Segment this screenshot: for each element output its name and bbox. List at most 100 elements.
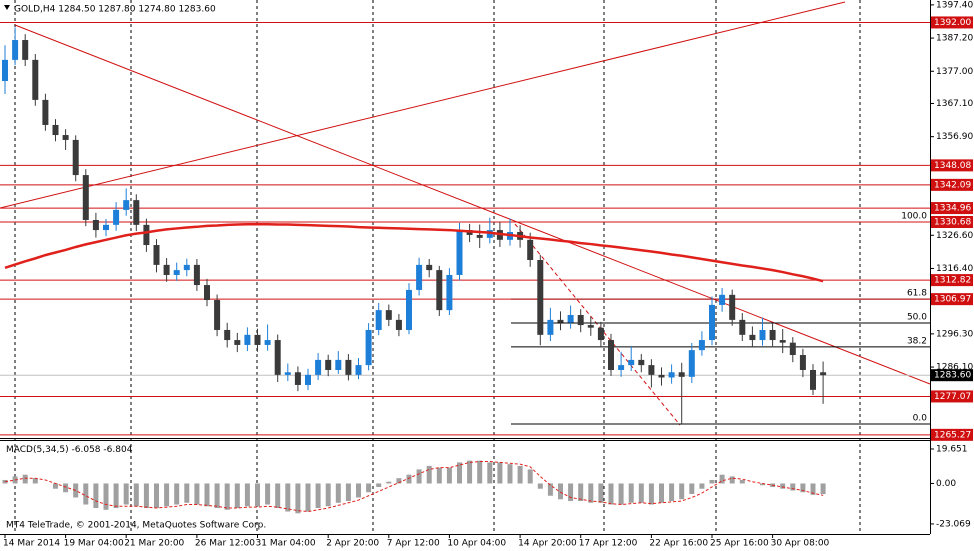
macd-bar [558,483,563,500]
macd-bar [406,474,412,484]
macd-bar [517,465,523,484]
candle-body [678,372,685,377]
footer: MT4 TeleTrade, © 2001-2014, MetaQuotes S… [6,521,266,531]
macd-bar [648,483,654,505]
macd-bar [760,483,765,486]
macd-y-tick-label: -23.069 [936,519,971,529]
macd-bar [305,483,311,512]
candle-body [486,230,493,238]
candle-body [32,59,39,100]
macd-label: MACD(5,34,5) -6.058 -6.804 [6,445,133,455]
candle-body [749,334,756,341]
candle-body [456,230,463,275]
macd-bar [578,483,584,502]
level-label: 1312.82 [934,276,971,286]
y-tick-label: 1286.10 [936,363,973,373]
candle-body [244,334,251,345]
current-price-box [931,369,973,382]
macd-bar [537,483,543,489]
candle-body [436,270,443,311]
candle-body [133,200,140,225]
macd-bar [426,465,432,484]
macd-bar [689,483,695,494]
x-tick-label: 30 Apr 08:00 [771,539,830,549]
level-label: 1348.08 [934,161,971,171]
macd-bar [416,469,422,484]
macd-bar [719,474,725,484]
y-tick-label: 1326.60 [936,231,973,241]
macd-bar [618,483,624,505]
macd-bar [265,483,271,505]
macd-bar [315,483,321,509]
macd-bar [527,469,533,484]
candle-body [698,340,705,351]
macd-bar [739,479,745,484]
candle-body [820,372,827,376]
candle-body [688,350,695,377]
candle-body [214,300,221,330]
macd-y-tick-label: 0.00 [936,479,956,489]
trend-line [0,1,846,209]
x-tick-label: 10 Apr 04:00 [447,539,506,549]
y-tick-label: 1377.00 [936,67,973,77]
macd-bar [356,483,361,498]
candle-body [72,139,79,176]
level-label: 1330.68 [934,217,971,227]
candle-body [92,219,99,231]
macd-bar [255,483,260,507]
candle-body [62,135,69,140]
candle-body [547,319,554,335]
macd-bar [285,483,291,512]
level-label-box [931,390,973,403]
candle-body [446,274,453,311]
candle-body [385,310,392,320]
candle-body [729,294,736,320]
candle-body [810,369,816,390]
macd-bar [22,474,28,484]
level-label-box [931,159,973,172]
x-tick-label: 7 Apr 12:00 [387,539,440,549]
candle-body [52,124,59,136]
x-tick-label: 25 Apr 16:00 [710,539,769,549]
macd-bar [154,483,159,509]
macd-bar [457,462,462,484]
candle-body [648,365,655,375]
fibo-label: 38.2 [907,336,927,346]
candle-body [719,294,726,305]
macd-bar [487,462,493,484]
candle-body [799,355,806,370]
macd-y-tick-label: 19.651 [936,444,968,454]
macd-bar [780,483,786,489]
candle-body [395,319,402,330]
fibo-label: 50.0 [907,313,927,323]
candle-body [143,224,150,246]
level-label-box [931,274,973,287]
candle-body [345,359,352,375]
macd-bar [729,476,735,484]
candle-body [709,304,715,341]
macd-bar [93,483,99,509]
macd-bar [204,483,210,507]
macd-bar [295,483,301,514]
menu-icon[interactable] [4,5,10,10]
y-tick-label: 1367.10 [936,99,973,109]
candle-body [567,314,574,323]
period-separators [14,0,861,534]
candle-body [618,365,625,370]
macd-bar [790,483,796,491]
level-label-box [931,16,973,29]
candle-body [416,264,423,290]
macd-bar [234,483,240,509]
macd-bar [345,483,351,502]
fibo-label: 100.0 [901,211,927,221]
macd-bar [608,483,614,505]
candle-body [597,327,604,341]
macd-bar [820,483,826,495]
macd-bar [214,483,220,509]
candle-body [274,340,281,375]
level-label: 1277.07 [934,392,971,402]
candle-body [355,365,362,375]
trend-line [14,24,931,385]
x-tick-label: 14 Mar 2014 [3,539,60,549]
